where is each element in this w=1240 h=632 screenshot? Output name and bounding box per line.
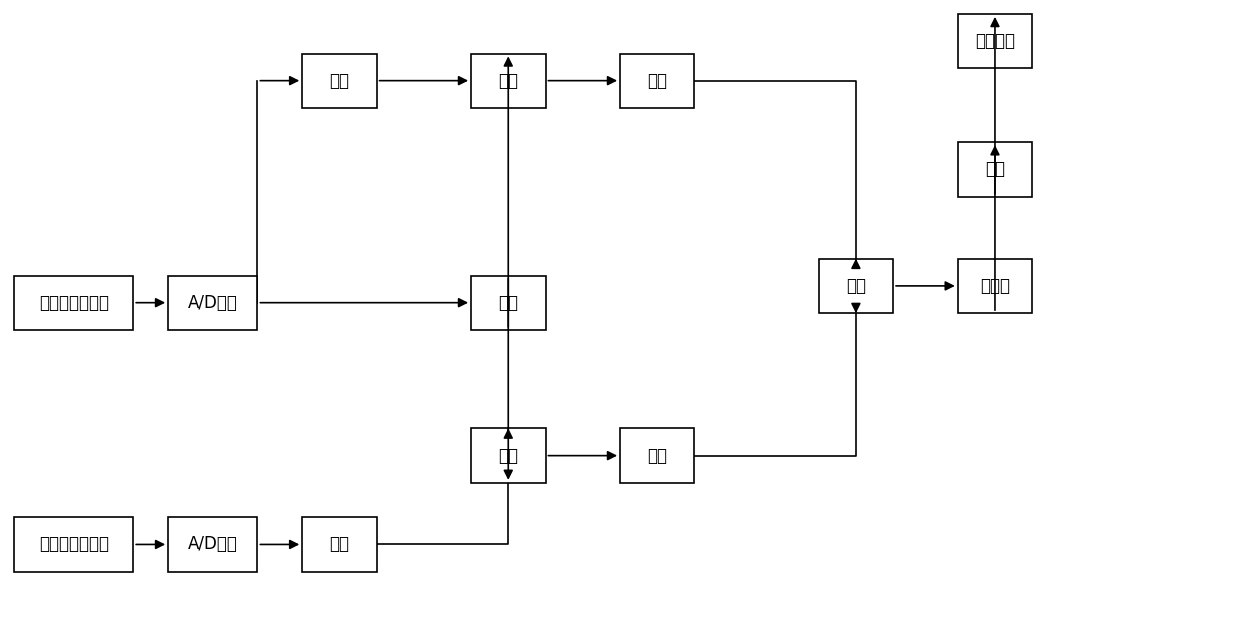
Bar: [957, 258, 1032, 313]
Text: 高通: 高通: [985, 161, 1004, 178]
Text: 带通: 带通: [498, 294, 518, 312]
Bar: [169, 518, 258, 571]
Text: 移相: 移相: [330, 71, 350, 90]
Text: 低通: 低通: [647, 447, 667, 465]
Bar: [169, 276, 258, 330]
Bar: [620, 428, 694, 483]
Bar: [957, 142, 1032, 197]
Text: 低通: 低通: [647, 71, 667, 90]
Text: 第二光电探测器: 第二光电探测器: [38, 535, 109, 554]
Bar: [303, 54, 377, 108]
Text: 带通: 带通: [330, 535, 350, 554]
Text: 解调输出: 解调输出: [975, 32, 1016, 50]
Bar: [471, 54, 546, 108]
Bar: [818, 258, 893, 313]
Bar: [471, 428, 546, 483]
Bar: [620, 54, 694, 108]
Text: A/D转换: A/D转换: [187, 535, 238, 554]
Text: 反正切: 反正切: [980, 277, 1009, 295]
Text: 相乘: 相乘: [498, 447, 518, 465]
Bar: [303, 518, 377, 571]
Bar: [471, 276, 546, 330]
Bar: [14, 276, 133, 330]
Text: A/D转换: A/D转换: [187, 294, 238, 312]
Text: 相乘: 相乘: [498, 71, 518, 90]
Text: 相除: 相除: [846, 277, 866, 295]
Text: 第一光电探测器: 第一光电探测器: [38, 294, 109, 312]
Bar: [14, 518, 133, 571]
Bar: [957, 14, 1032, 68]
